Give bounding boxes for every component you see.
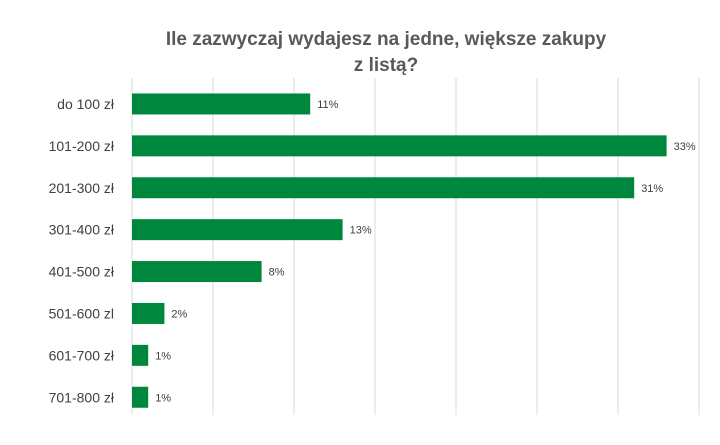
data-label: 13%: [350, 225, 372, 237]
bar: [132, 135, 667, 157]
bar: [132, 344, 149, 366]
bar: [132, 261, 262, 283]
data-label: 33%: [674, 141, 696, 153]
data-label: 2%: [171, 308, 187, 320]
data-labels: 11% 33% 31% 13% 8% 2% 1% 1%: [155, 99, 696, 404]
category-label: 601-700 zł: [49, 347, 115, 363]
chart-title-line-1: Ile zazwyczaj wydajesz na jedne, większe…: [166, 29, 607, 50]
category-label: 201-300 zł: [49, 180, 115, 196]
data-label: 1%: [155, 392, 171, 404]
category-label: 701-800 zł: [49, 389, 115, 405]
category-labels: do 100 zł 101-200 zł 201-300 zł 301-400 zł 4…: [49, 96, 115, 405]
chart-title-line-2: z listą?: [354, 55, 418, 76]
bars: [132, 93, 667, 408]
category-label: 301-400 zł: [49, 222, 115, 238]
category-label: do 100 zł: [57, 96, 115, 112]
data-label: 31%: [641, 183, 663, 195]
bar: [132, 302, 165, 324]
bar: [132, 93, 311, 115]
bar: [132, 177, 635, 199]
gridlines: [131, 78, 700, 415]
chart-title: Ile zazwyczaj wydajesz na jedne, większe…: [166, 29, 607, 76]
data-label: 1%: [155, 350, 171, 362]
category-label: 501-600 zl: [49, 305, 114, 321]
data-label: 11%: [317, 99, 338, 111]
category-label: 101-200 zł: [49, 138, 115, 154]
bar: [132, 219, 343, 241]
category-label: 401-500 zł: [49, 264, 115, 280]
data-label: 8%: [269, 267, 285, 279]
bar: [132, 386, 149, 408]
